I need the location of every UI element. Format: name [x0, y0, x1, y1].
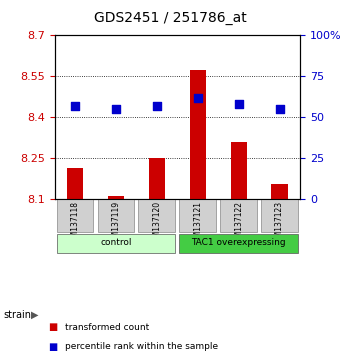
Text: percentile rank within the sample: percentile rank within the sample: [65, 342, 218, 352]
Text: ■: ■: [48, 322, 57, 332]
Bar: [231, 142, 247, 199]
Bar: [190, 69, 206, 199]
Point: [154, 103, 160, 109]
Text: GSM137120: GSM137120: [152, 201, 161, 247]
Text: GSM137121: GSM137121: [193, 201, 202, 247]
Text: strain: strain: [3, 310, 31, 320]
Point: [195, 95, 201, 101]
Bar: [108, 196, 124, 199]
Bar: [271, 184, 288, 199]
FancyBboxPatch shape: [57, 199, 93, 232]
Point: [72, 103, 78, 109]
Text: GSM137119: GSM137119: [112, 201, 120, 247]
Point: [236, 101, 241, 107]
Text: GSM137118: GSM137118: [71, 201, 79, 247]
Text: TAC1 overexpressing: TAC1 overexpressing: [191, 238, 286, 247]
FancyBboxPatch shape: [179, 199, 216, 232]
Text: GDS2451 / 251786_at: GDS2451 / 251786_at: [94, 11, 247, 25]
Bar: [149, 158, 165, 199]
FancyBboxPatch shape: [261, 199, 298, 232]
Text: ▶: ▶: [31, 310, 38, 320]
Text: control: control: [100, 238, 132, 247]
Text: GSM137122: GSM137122: [234, 201, 243, 247]
Point: [113, 106, 119, 112]
Text: transformed count: transformed count: [65, 323, 149, 332]
Point: [277, 106, 282, 112]
FancyBboxPatch shape: [138, 199, 175, 232]
FancyBboxPatch shape: [98, 199, 134, 232]
FancyBboxPatch shape: [179, 234, 298, 253]
Bar: [67, 168, 83, 199]
FancyBboxPatch shape: [220, 199, 257, 232]
Text: GSM137123: GSM137123: [275, 201, 284, 247]
FancyBboxPatch shape: [57, 234, 175, 253]
Text: ■: ■: [48, 342, 57, 352]
